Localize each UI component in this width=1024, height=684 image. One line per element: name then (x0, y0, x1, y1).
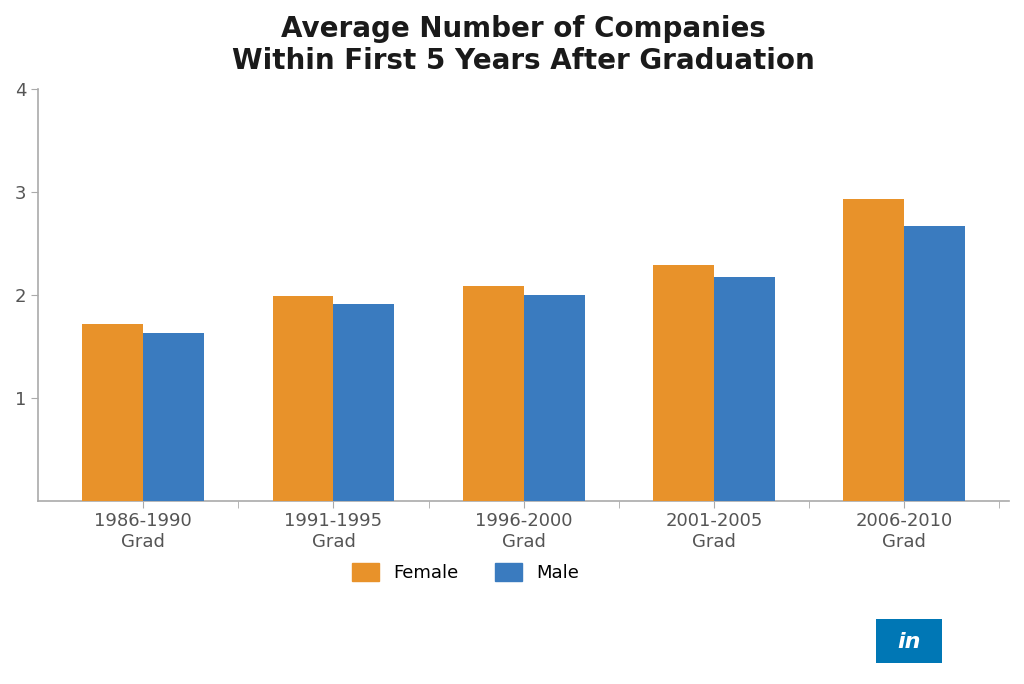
Bar (143, 333, 204, 501)
Legend: Female, Male: Female, Male (352, 563, 579, 582)
Text: in: in (897, 632, 921, 652)
Bar (463, 287, 523, 501)
Bar (714, 277, 775, 501)
Bar (272, 295, 334, 501)
Bar (334, 304, 394, 501)
Title: Average Number of Companies
Within First 5 Years After Graduation: Average Number of Companies Within First… (232, 15, 815, 75)
Bar (904, 226, 965, 501)
Bar (653, 265, 714, 501)
Bar (82, 324, 143, 501)
Bar (843, 199, 904, 501)
Bar (523, 295, 585, 501)
